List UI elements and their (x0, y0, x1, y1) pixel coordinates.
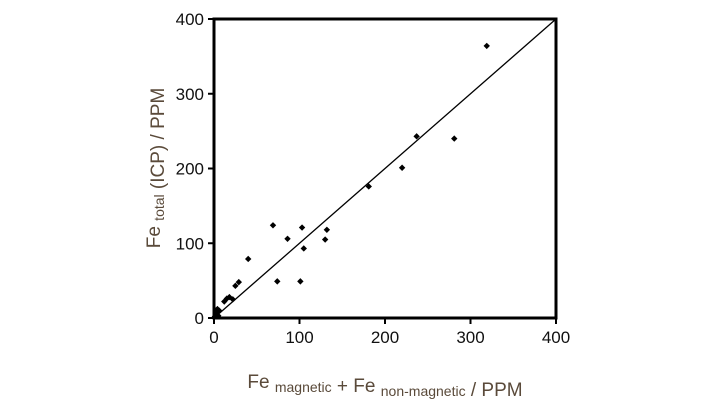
data-point-marker (365, 183, 372, 190)
x-axis-title: Fe magnetic + Fe non-magnetic / PPM (247, 372, 522, 401)
data-point-marker (235, 278, 242, 286)
data-point-marker (229, 296, 237, 303)
data-point-marker (214, 305, 221, 313)
y-tick-label: 300 (176, 85, 204, 104)
data-point-marker (451, 135, 458, 142)
identity-reference-line (213, 18, 557, 319)
data-point-marker (284, 235, 291, 242)
y-tick-label: 200 (176, 160, 204, 179)
data-point-marker (215, 312, 222, 319)
x-tick-label: 100 (285, 328, 313, 347)
data-point-marker (232, 282, 239, 290)
data-point-marker (298, 224, 306, 231)
data-points (211, 42, 490, 320)
y-tick-label: 100 (176, 234, 204, 253)
x-tick-label: 400 (542, 328, 570, 347)
y-tick-label: 0 (195, 309, 204, 328)
data-point-marker (300, 245, 307, 252)
data-point-marker (483, 42, 490, 50)
data-point-marker (323, 226, 331, 233)
data-point-marker (413, 133, 420, 140)
x-tick-label: 200 (371, 328, 399, 347)
data-point-marker (321, 236, 329, 243)
x-axis-ticks: 0 100 200 300 400 (209, 318, 570, 347)
data-point-marker (398, 164, 406, 171)
data-point-marker (297, 278, 304, 285)
y-equals-x-line (213, 18, 557, 319)
y-tick-label: 400 (176, 10, 204, 29)
y-axis-title: Fe total (ICP) / PPM (144, 88, 169, 249)
x-tick-label: 0 (209, 328, 218, 347)
data-point-marker (274, 278, 281, 285)
y-axis-ticks: 0 100 200 300 400 (176, 10, 214, 328)
data-point-marker (245, 255, 252, 263)
data-point-marker (269, 222, 277, 229)
x-tick-label: 300 (456, 328, 484, 347)
